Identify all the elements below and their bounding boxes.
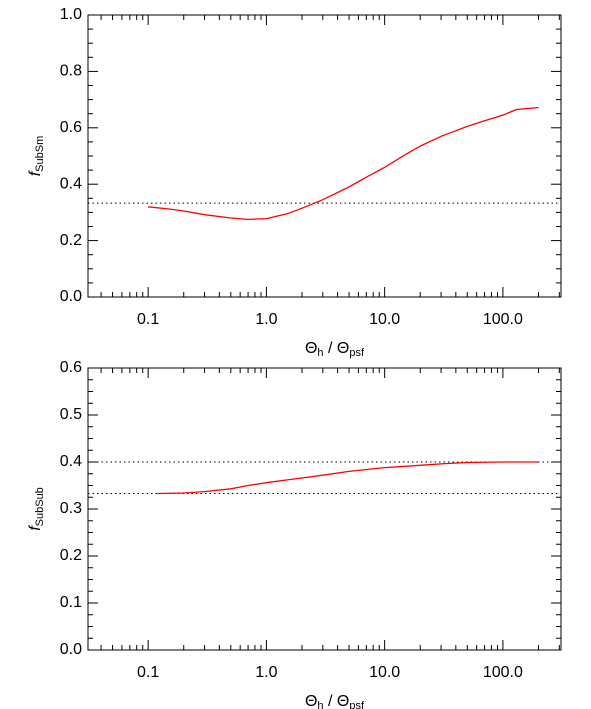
y-tick-label: 0.0 bbox=[60, 288, 82, 305]
x-tick-label: 0.1 bbox=[137, 664, 159, 681]
x-axis-label: Θh / Θpsf bbox=[305, 340, 365, 359]
y-tick-label: 0.2 bbox=[60, 547, 82, 564]
x-label-text: Θ bbox=[305, 340, 317, 357]
x-label-text: Θ bbox=[305, 693, 317, 709]
x-tick-label: 1.0 bbox=[255, 664, 277, 681]
x-tick-label: 100.0 bbox=[483, 664, 523, 681]
x-tick-label: 10.0 bbox=[369, 311, 400, 328]
y-label-text: f bbox=[27, 525, 44, 531]
y-tick-label: 0.2 bbox=[60, 232, 82, 249]
panel: 0.1 1.0 10.0 100.0 0.0 0.2 0.4 0.6 0.8 1.0 Θh / Θp… bbox=[27, 6, 562, 359]
x-tick-label: 10.0 bbox=[369, 664, 400, 681]
y-tick-label: 1.0 bbox=[60, 6, 82, 23]
y-tick-label: 0.1 bbox=[60, 594, 82, 611]
y-tick-label: 0.3 bbox=[60, 500, 82, 517]
x-label-subscript: h bbox=[317, 347, 323, 359]
y-tick-label: 0.4 bbox=[60, 175, 82, 192]
x-label-subscript: psf bbox=[349, 347, 365, 359]
plot-frame bbox=[87, 14, 562, 298]
y-tick-label: 0.6 bbox=[60, 119, 82, 136]
x-label-subscript: h bbox=[317, 700, 323, 709]
y-label-text: f bbox=[27, 170, 44, 176]
y-tick-label: 0.8 bbox=[60, 63, 82, 80]
x-label-subscript: psf bbox=[349, 700, 365, 709]
x-tick-label: 0.1 bbox=[137, 311, 159, 328]
x-axis-label: Θh / Θpsf bbox=[305, 693, 365, 709]
data-line bbox=[148, 106, 539, 221]
x-label-text: / Θ bbox=[324, 693, 350, 709]
y-label-subscript: SubSub bbox=[34, 487, 46, 526]
y-tick-label: 0.4 bbox=[60, 453, 82, 470]
x-tick-label: 100.0 bbox=[483, 311, 523, 328]
plot-frame bbox=[87, 367, 562, 651]
panel: 0.1 1.0 10.0 100.0 0.0 0.1 0.2 0.3 0.4 0.5 0.6 Θh /… bbox=[27, 359, 562, 709]
y-axis-label: fSubSub bbox=[27, 487, 46, 531]
x-tick-label: 1.0 bbox=[255, 311, 277, 328]
y-label-subscript: SubSm bbox=[34, 136, 46, 172]
data-line bbox=[157, 461, 539, 495]
y-tick-label: 0.6 bbox=[60, 359, 82, 376]
y-tick-label: 0.5 bbox=[60, 406, 82, 423]
y-tick-label: 0.0 bbox=[60, 641, 82, 658]
y-axis-label: fSubSm bbox=[27, 136, 46, 177]
x-label-text: / Θ bbox=[324, 340, 350, 357]
